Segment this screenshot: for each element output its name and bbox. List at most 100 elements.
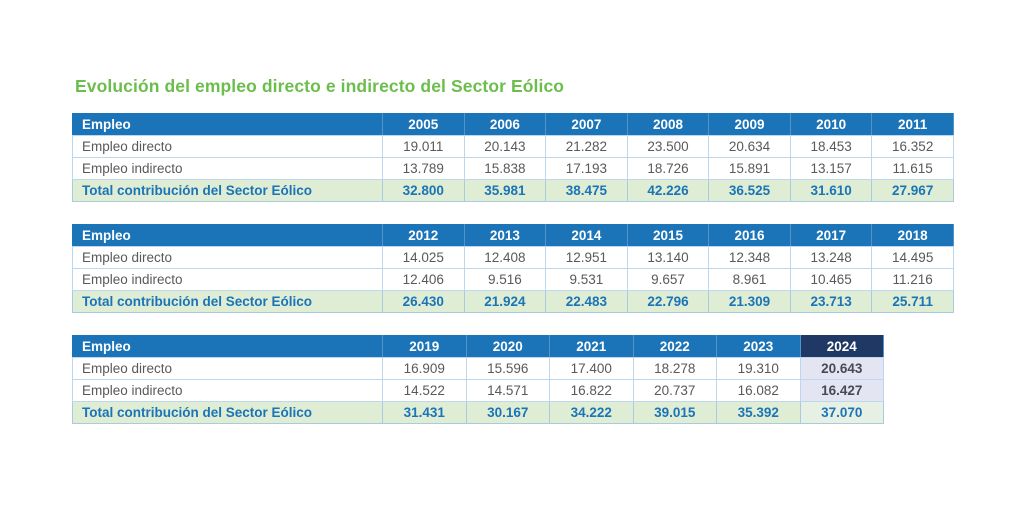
value-cell: 20.737 (632, 379, 717, 402)
value-cell: 13.248 (789, 246, 873, 269)
year-header-2011: 2011 (871, 113, 954, 136)
value-cell: 19.011 (382, 135, 465, 158)
value-cell: 12.348 (708, 246, 791, 269)
value-cell: 9.531 (545, 268, 628, 291)
value-cell: 21.282 (545, 135, 628, 158)
value-cell: 16.082 (716, 379, 801, 402)
value-cell: 9.657 (626, 268, 710, 291)
value-cell: 26.430 (382, 290, 465, 313)
value-cell: 12.951 (545, 246, 628, 269)
value-cell: 21.309 (708, 290, 791, 313)
value-cell: 31.610 (789, 179, 873, 202)
value-cell: 20.643 (799, 357, 884, 380)
value-cell: 22.483 (545, 290, 628, 313)
year-header-2020: 2020 (465, 335, 550, 358)
value-cell: 18.278 (632, 357, 717, 380)
value-cell: 20.143 (463, 135, 547, 158)
year-header-2022: 2022 (632, 335, 717, 358)
year-header-2012: 2012 (382, 224, 465, 247)
page-title: Evolución del empleo directo e indirecto… (75, 76, 565, 96)
row-label: Empleo indirecto (72, 268, 383, 291)
value-cell: 16.427 (799, 379, 884, 402)
row-label: Empleo indirecto (72, 379, 383, 402)
year-header-2007: 2007 (545, 113, 628, 136)
row-label: Total contribución del Sector Eólico (72, 179, 383, 202)
direct-employment-row: Empleo directo 19.011 20.143 21.282 23.500 20… (72, 135, 954, 158)
header-label-empleo: Empleo (72, 113, 383, 136)
value-cell: 16.909 (382, 357, 467, 380)
value-cell: 13.789 (382, 157, 465, 180)
header-label-empleo: Empleo (72, 335, 383, 358)
year-header-2024: 2024 (799, 335, 884, 358)
value-cell: 10.465 (789, 268, 873, 291)
total-contribution-row: Total contribución del Sector Eólico 31.4… (72, 401, 884, 424)
year-header-2015: 2015 (626, 224, 710, 247)
value-cell: 18.726 (626, 157, 710, 180)
report-section: Evolución del empleo directo e indirecto… (72, 76, 956, 446)
header-label-empleo: Empleo (72, 224, 383, 247)
value-cell: 14.025 (382, 246, 465, 269)
row-label: Empleo indirecto (72, 157, 383, 180)
value-cell: 38.475 (545, 179, 628, 202)
direct-employment-row: Empleo directo 14.025 12.408 12.951 13.140 12… (72, 246, 954, 269)
value-cell: 21.924 (463, 290, 547, 313)
employment-table-2019-2024: Empleo 2019 2020 2021 2022 2023 2024 Empleo dir… (72, 335, 884, 424)
value-cell: 14.571 (465, 379, 550, 402)
year-header-2019: 2019 (382, 335, 467, 358)
value-cell: 13.157 (789, 157, 873, 180)
row-label: Empleo directo (72, 246, 383, 269)
row-label: Empleo directo (72, 357, 383, 380)
year-header-2008: 2008 (626, 113, 710, 136)
total-contribution-row: Total contribución del Sector Eólico 26.4… (72, 290, 954, 313)
value-cell: 39.015 (632, 401, 717, 424)
value-cell: 11.615 (871, 157, 954, 180)
value-cell: 17.193 (545, 157, 628, 180)
year-header-2010: 2010 (789, 113, 873, 136)
table-header-row: Empleo 2005 2006 2007 2008 2009 2010 2011 (72, 113, 954, 136)
year-header-2017: 2017 (789, 224, 873, 247)
value-cell: 37.070 (799, 401, 884, 424)
row-label: Total contribución del Sector Eólico (72, 401, 383, 424)
indirect-employment-row: Empleo indirecto 14.522 14.571 16.822 20.737… (72, 379, 884, 402)
value-cell: 23.500 (626, 135, 710, 158)
value-cell: 18.453 (789, 135, 873, 158)
value-cell: 14.495 (871, 246, 954, 269)
table-header-row: Empleo 2012 2013 2014 2015 2016 2017 2018 (72, 224, 954, 247)
value-cell: 36.525 (708, 179, 791, 202)
value-cell: 23.713 (789, 290, 873, 313)
year-header-2005: 2005 (382, 113, 465, 136)
year-header-2014: 2014 (545, 224, 628, 247)
year-header-2013: 2013 (463, 224, 547, 247)
year-header-2023: 2023 (716, 335, 801, 358)
value-cell: 12.408 (463, 246, 547, 269)
value-cell: 15.891 (708, 157, 791, 180)
value-cell: 20.634 (708, 135, 791, 158)
direct-employment-row: Empleo directo 16.909 15.596 17.400 18.278 19… (72, 357, 884, 380)
value-cell: 16.822 (549, 379, 634, 402)
value-cell: 30.167 (465, 401, 550, 424)
value-cell: 12.406 (382, 268, 465, 291)
value-cell: 11.216 (871, 268, 954, 291)
row-label: Empleo directo (72, 135, 383, 158)
value-cell: 13.140 (626, 246, 710, 269)
total-contribution-row: Total contribución del Sector Eólico 32.8… (72, 179, 954, 202)
year-header-2006: 2006 (463, 113, 547, 136)
value-cell: 19.310 (716, 357, 801, 380)
value-cell: 16.352 (871, 135, 954, 158)
employment-table-2005-2011: Empleo 2005 2006 2007 2008 2009 2010 2011 Empleo… (72, 113, 954, 202)
value-cell: 42.226 (626, 179, 710, 202)
value-cell: 22.796 (626, 290, 710, 313)
value-cell: 25.711 (871, 290, 954, 313)
value-cell: 35.981 (463, 179, 547, 202)
value-cell: 8.961 (708, 268, 791, 291)
value-cell: 27.967 (871, 179, 954, 202)
value-cell: 14.522 (382, 379, 467, 402)
year-header-2018: 2018 (871, 224, 954, 247)
year-header-2021: 2021 (549, 335, 634, 358)
indirect-employment-row: Empleo indirecto 12.406 9.516 9.531 9.657 8.9… (72, 268, 954, 291)
year-header-2009: 2009 (708, 113, 791, 136)
value-cell: 15.596 (465, 357, 550, 380)
row-label: Total contribución del Sector Eólico (72, 290, 383, 313)
value-cell: 31.431 (382, 401, 467, 424)
year-header-2016: 2016 (708, 224, 791, 247)
